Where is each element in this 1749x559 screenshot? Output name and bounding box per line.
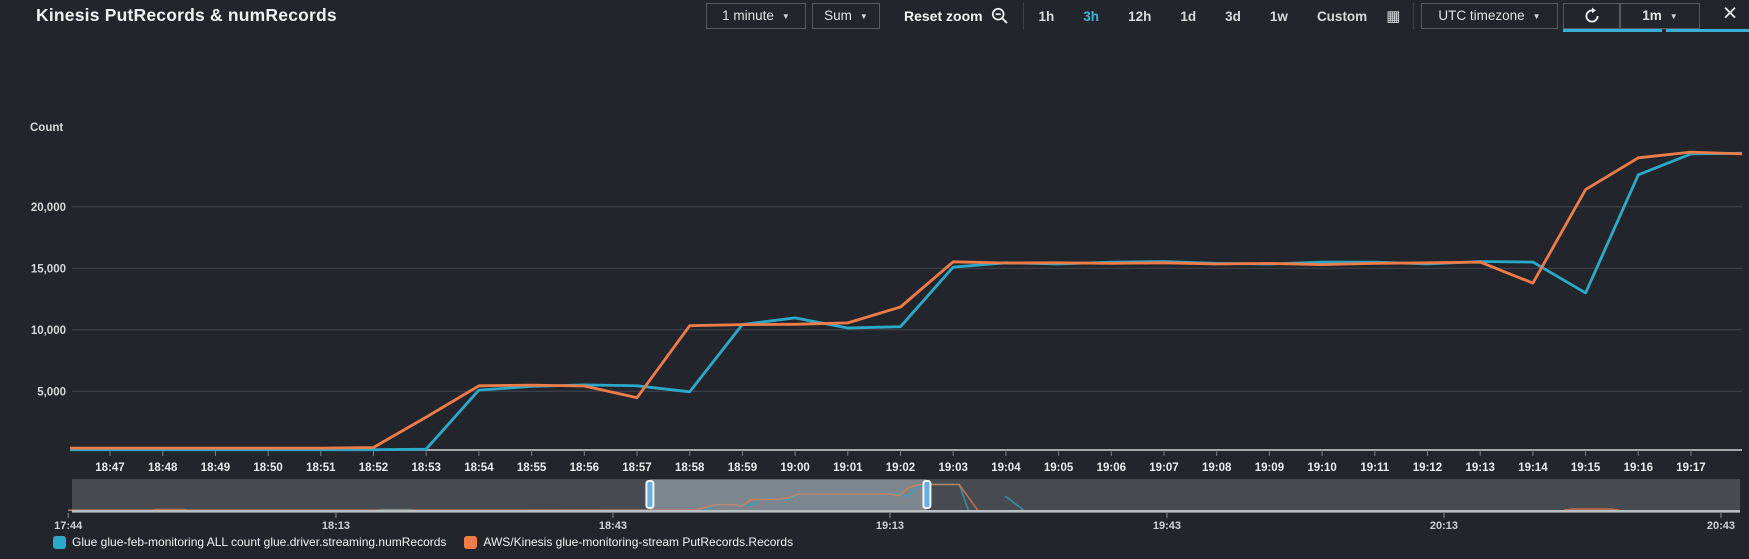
range-button-1d[interactable]: 1d [1180,8,1197,24]
y-tick-label: 10,000 [31,325,66,337]
range-button-3h[interactable]: 3h [1083,8,1100,24]
range-button-3d[interactable]: 3d [1225,8,1241,24]
navigator-tick-label: 20:43 [1707,520,1735,532]
x-tick-label: 19:08 [1202,462,1232,474]
legend-item-putrecords[interactable]: AWS/Kinesis glue-monitoring-stream PutRe… [464,535,793,549]
x-tick-label: 19:02 [886,462,915,474]
x-tick-label: 18:55 [517,462,547,474]
nav-left-handle[interactable] [645,480,655,509]
close-icon[interactable]: × [1722,0,1738,27]
legend-swatch-orange [464,535,478,549]
x-tick-label: 19:11 [1360,462,1389,474]
chevron-down-icon: ▼ [1669,12,1678,21]
x-tick-label: 18:53 [411,462,440,474]
x-tick-label: 19:07 [1149,462,1178,474]
navigator-selection[interactable] [649,479,927,513]
x-tick-label: 19:05 [1044,462,1074,474]
legend-label: Glue glue-feb-monitoring ALL count glue.… [72,535,447,549]
y-tick-label: 15,000 [31,263,66,275]
navigator-series-line [1004,495,1025,511]
x-tick-label: 19:15 [1571,462,1601,474]
series-line-numrecords [70,151,1742,452]
navigator-tick-label: 20:13 [1430,520,1458,532]
x-tick-label: 18:52 [359,462,388,474]
x-tick-label: 19:00 [780,462,809,474]
x-tick-label: 18:49 [201,462,230,474]
refresh-progress-bar [1563,29,1662,32]
refresh-icon [1583,7,1601,25]
nav-right-handle[interactable] [922,480,932,509]
chevron-down-icon: ▼ [781,12,790,21]
refresh-progress-bar [1666,29,1749,32]
refresh-button[interactable] [1563,3,1620,29]
navigator-tick-label: 17:44 [54,520,83,532]
range-button-custom[interactable]: Custom [1316,8,1368,24]
x-tick-label: 19:03 [938,462,967,474]
range-button-1w[interactable]: 1w [1269,8,1288,24]
navigator-tick-label: 18:13 [322,520,350,532]
x-tick-label: 18:57 [622,462,651,474]
navigator-tick-label: 18:43 [599,520,627,532]
x-tick-label: 19:12 [1413,462,1442,474]
chevron-down-icon: ▼ [1532,12,1541,21]
statistic-dropdown-value: Sum [824,8,852,23]
page-title: Kinesis PutRecords & numRecords [36,5,337,25]
x-tick-label: 18:54 [464,462,494,474]
x-tick-label: 18:51 [306,462,336,474]
x-tick-label: 19:04 [991,462,1021,474]
navigator-series-line [1563,508,1620,511]
calendar-icon[interactable]: ▦ [1386,8,1401,25]
chart-legend: Glue glue-feb-monitoring ALL count glue.… [53,535,793,549]
y-tick-label: 5,000 [37,386,66,398]
range-button-12h[interactable]: 12h [1128,8,1152,24]
legend-item-numrecords[interactable]: Glue glue-feb-monitoring ALL count glue.… [53,535,446,549]
reset-zoom-button[interactable]: Reset zoom [904,3,1009,29]
x-tick-label: 19:01 [833,462,863,474]
navigator-tick-label: 19:43 [1153,520,1181,532]
x-tick-label: 18:50 [253,462,282,474]
range-button-1h[interactable]: 1h [1038,8,1055,24]
x-tick-label: 18:56 [570,462,599,474]
x-tick-label: 19:10 [1307,462,1336,474]
x-tick-label: 19:14 [1518,462,1548,474]
x-tick-label: 18:48 [148,462,178,474]
timezone-dropdown[interactable]: UTC timezone ▼ [1421,3,1558,29]
series-line-putrecords [70,150,1742,450]
x-tick-label: 18:58 [675,462,705,474]
statistic-dropdown[interactable]: Sum ▼ [812,3,880,29]
y-tick-label: 20,000 [31,202,66,214]
x-tick-label: 18:47 [95,462,124,474]
reset-zoom-label: Reset zoom [904,8,983,24]
y-axis-title: Count [30,122,63,134]
x-tick-label: 19:09 [1255,462,1284,474]
legend-swatch-blue [53,535,66,549]
x-tick-label: 19:06 [1097,462,1126,474]
legend-label: AWS/Kinesis glue-monitoring-stream PutRe… [483,535,794,549]
period-dropdown[interactable]: 1 minute ▼ [706,3,806,29]
timezone-dropdown-value: UTC timezone [1438,8,1525,23]
auto-refresh-dropdown[interactable]: 1m ▼ [1620,3,1700,29]
x-tick-label: 19:13 [1465,462,1494,474]
period-dropdown-value: 1 minute [722,8,774,23]
navigator-tick-label: 19:13 [876,520,904,532]
zoom-out-icon [991,7,1009,25]
x-tick-label: 19:17 [1676,462,1705,474]
time-range-group: 1h 3h 12h 1d 3d 1w Custom ▦ [1023,3,1414,29]
chevron-down-icon: ▼ [859,12,868,21]
navigator-baseline [72,510,1740,513]
x-tick-label: 18:59 [728,462,757,474]
auto-refresh-value: 1m [1642,8,1662,23]
x-tick-label: 19:16 [1624,462,1653,474]
